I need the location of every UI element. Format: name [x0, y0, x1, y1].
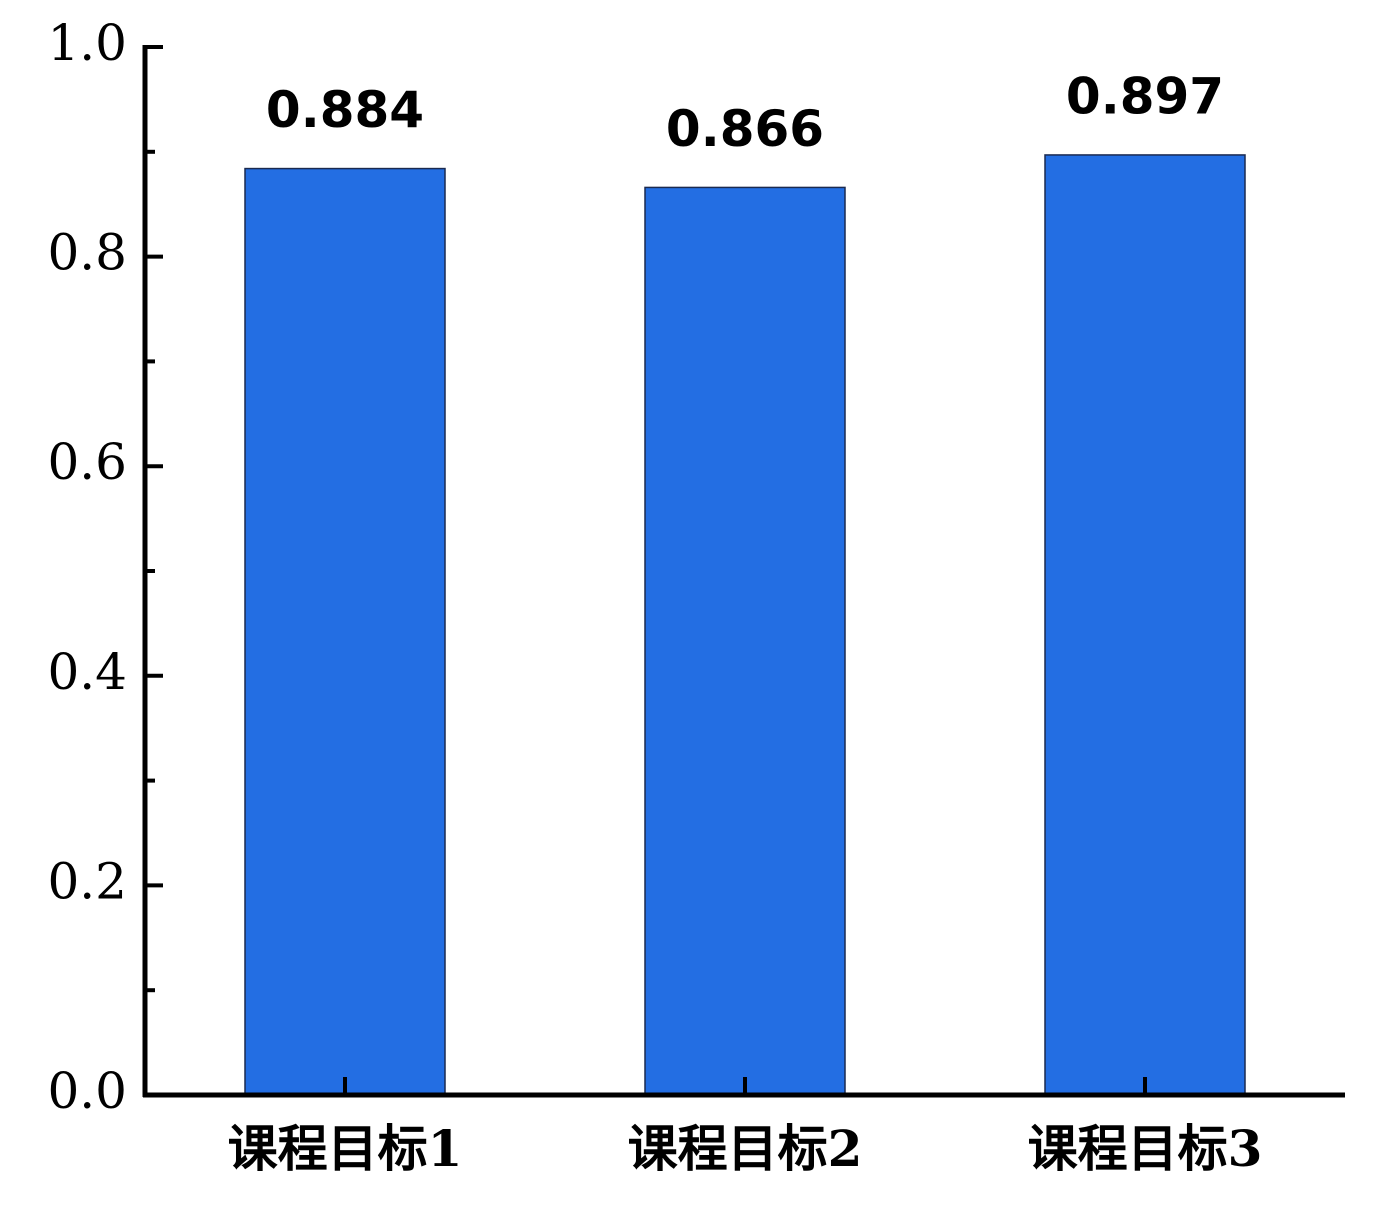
y-tick-label: 0.4 [47, 643, 127, 701]
bar [244, 167, 446, 1096]
value-label: 0.866 [666, 100, 824, 158]
x-tick-label: 课程目标1 [228, 1119, 463, 1178]
value-label: 0.884 [266, 81, 424, 139]
y-tick-label: 0.6 [47, 433, 127, 491]
x-tick-label: 课程目标3 [1028, 1119, 1263, 1178]
y-tick-label: 0.2 [47, 852, 127, 910]
value-label: 0.897 [1066, 67, 1224, 125]
bar [1044, 154, 1246, 1096]
bar [644, 186, 846, 1096]
x-tick-label: 课程目标2 [628, 1119, 863, 1178]
y-tick-label: 1.0 [47, 14, 127, 72]
y-tick-label: 0.8 [47, 224, 127, 282]
y-tick-label: 0.0 [47, 1062, 127, 1120]
